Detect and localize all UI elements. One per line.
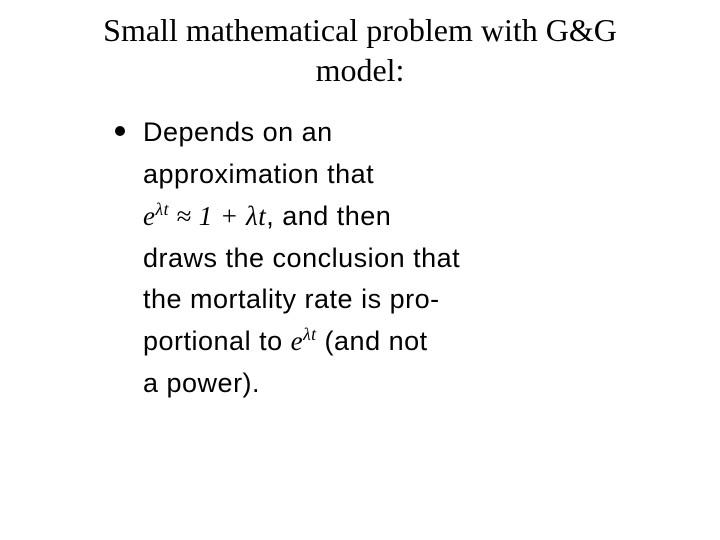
slide-title: Small mathematical problem with G&G mode… — [0, 10, 720, 90]
math-rhs-1: 1 + — [199, 201, 246, 231]
line-3: draws the conclusion that — [143, 243, 460, 273]
title-line-2: model: — [316, 52, 405, 88]
math-expr-1: eλt — [143, 201, 169, 231]
line-2: approximation that — [143, 159, 374, 189]
line-5b: (and not — [317, 326, 428, 356]
math-exp-1: λt — [155, 199, 168, 219]
body-text: Depends on an approximation that eλt ≈ 1… — [143, 112, 460, 405]
math-base-1: e — [143, 201, 155, 231]
math-exp-2: λt — [303, 324, 316, 344]
line-4: the mortality rate is pro- — [143, 284, 440, 314]
line-1: Depends on an — [143, 117, 333, 147]
bullet-item: Depends on an approximation that eλt ≈ 1… — [115, 112, 520, 405]
line-5a: portional to — [143, 326, 291, 356]
math-expr-2: eλt — [291, 326, 317, 356]
comma-then: , and then — [266, 201, 391, 231]
math-lambda-t: λt — [246, 201, 266, 231]
body-content: Depends on an approximation that eλt ≈ 1… — [0, 112, 720, 405]
slide: Small mathematical problem with G&G mode… — [0, 0, 720, 540]
bullet-icon — [115, 126, 125, 136]
title-line-1: Small mathematical problem with G&G — [103, 12, 617, 48]
line-6: a power). — [143, 368, 260, 398]
math-base-2: e — [291, 326, 303, 356]
approx-sign: ≈ — [169, 201, 199, 231]
